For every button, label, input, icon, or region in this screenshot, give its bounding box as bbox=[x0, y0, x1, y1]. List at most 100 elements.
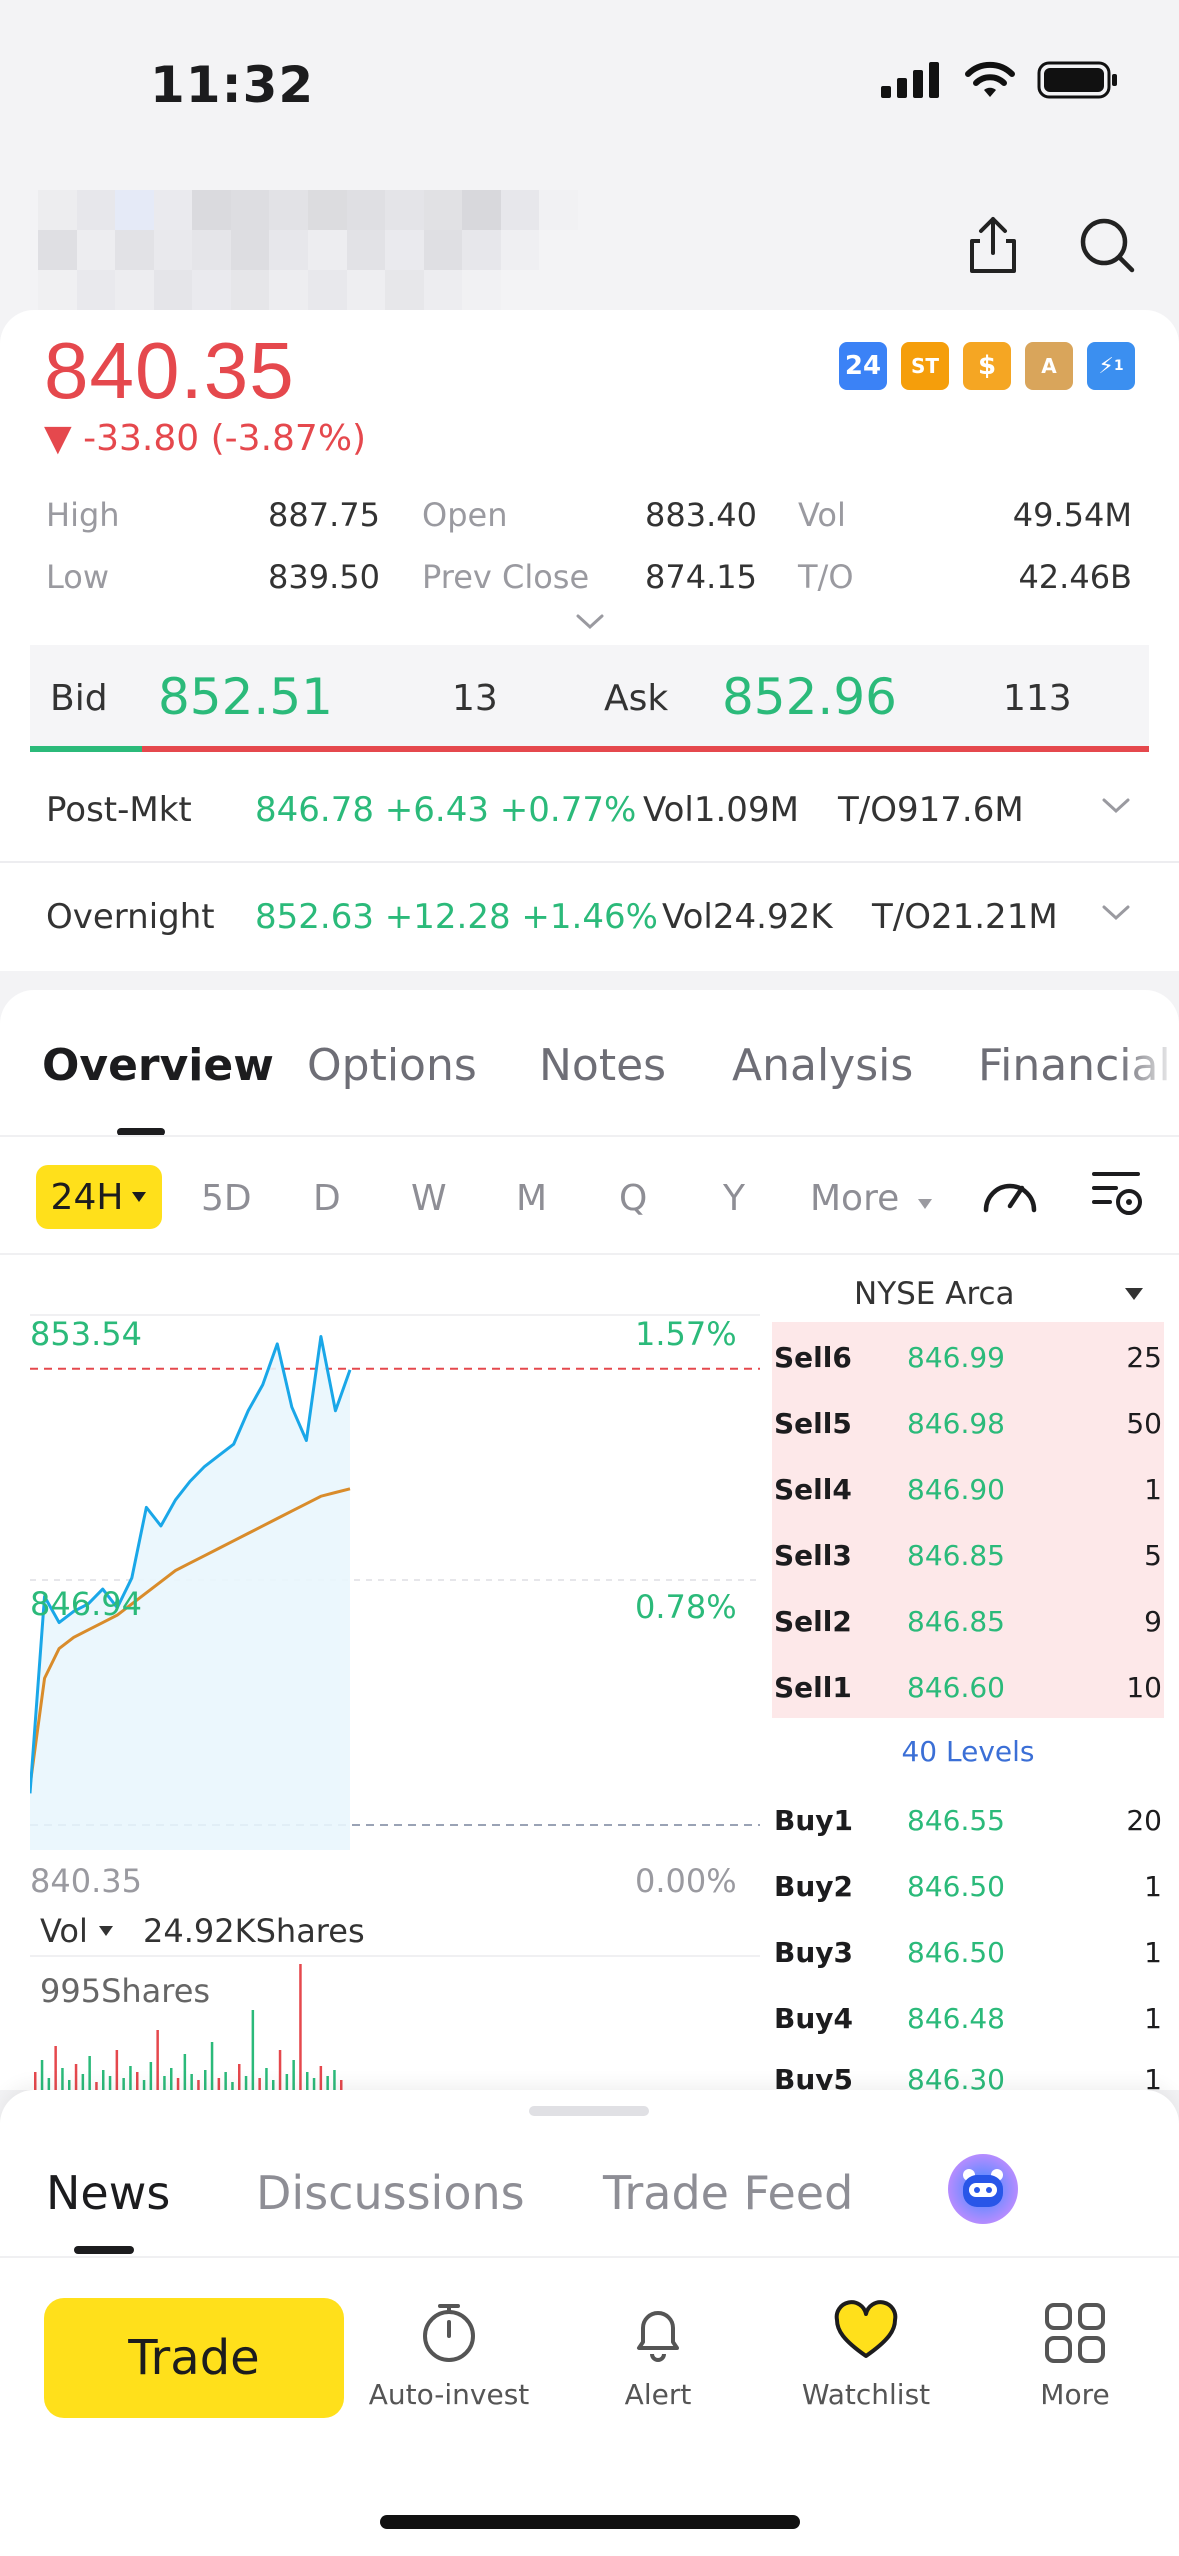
period-24h[interactable]: 24H bbox=[36, 1165, 162, 1229]
volume-divider bbox=[30, 1955, 760, 1957]
badge-stack[interactable]: A bbox=[1025, 342, 1073, 390]
last-price: 840.35 bbox=[44, 326, 295, 415]
nav-watchlist-label: Watchlist bbox=[801, 2378, 931, 2411]
volume-bar bbox=[299, 1964, 302, 2090]
caret-down-icon bbox=[98, 1926, 113, 1936]
volume-bar bbox=[176, 2078, 180, 2090]
nav-auto-invest-label: Auto-invest bbox=[368, 2378, 530, 2411]
sell-levels-bg bbox=[772, 1322, 1164, 1718]
ask-price: 852.96 bbox=[722, 668, 897, 726]
period-m[interactable]: M bbox=[516, 1178, 548, 1219]
period-y[interactable]: Y bbox=[723, 1178, 745, 1219]
tab-news[interactable]: News bbox=[46, 2166, 171, 2220]
volume-bar bbox=[129, 2066, 132, 2090]
period-more-label: More bbox=[810, 1178, 900, 1219]
forty-levels-link[interactable]: 40 Levels bbox=[901, 1735, 1035, 1768]
volume-bar bbox=[292, 2060, 295, 2090]
sheet-grabber[interactable] bbox=[529, 2106, 649, 2116]
bell-icon bbox=[637, 2311, 679, 2362]
nav-auto-invest[interactable]: Auto-invest bbox=[364, 2300, 534, 2411]
gauge-icon[interactable] bbox=[980, 1168, 1040, 1222]
post-market-row[interactable]: Post-Mkt 846.78 +6.43 +0.77% Vol1.09M T/… bbox=[0, 756, 1179, 864]
volume-bar bbox=[74, 2064, 78, 2090]
nav-alert[interactable]: Alert bbox=[573, 2300, 743, 2411]
period-selector bbox=[0, 1135, 1179, 1255]
tab-discussions[interactable]: Discussions bbox=[256, 2166, 525, 2220]
volume-bar bbox=[265, 2068, 268, 2090]
volume-bar bbox=[190, 2074, 193, 2090]
volume-bar bbox=[197, 2080, 200, 2090]
volume-bar bbox=[102, 2070, 105, 2090]
volume-bar bbox=[81, 2074, 85, 2090]
exchange-selector[interactable]: NYSE Arca bbox=[772, 1266, 1164, 1322]
grid-icon bbox=[1045, 2303, 1105, 2363]
volume-selector[interactable]: Vol bbox=[40, 1912, 114, 1950]
stat-label-turnover: T/O bbox=[798, 558, 854, 596]
volume-bar bbox=[108, 2076, 112, 2090]
volume-bar bbox=[272, 2080, 275, 2090]
period-w[interactable]: W bbox=[411, 1178, 447, 1219]
price-area-fill bbox=[30, 1336, 350, 1850]
period-5d[interactable]: 5D bbox=[201, 1178, 252, 1219]
volume-bar bbox=[34, 2072, 37, 2090]
volume-bar bbox=[319, 2066, 323, 2090]
post-market-label: Post-Mkt bbox=[46, 790, 192, 830]
overnight-row[interactable]: Overnight 852.63 +12.28 +1.46% Vol24.92K… bbox=[0, 863, 1179, 971]
trade-button[interactable]: Trade bbox=[44, 2298, 344, 2418]
bid-size: 13 bbox=[452, 678, 498, 719]
overnight-vol: Vol24.92K bbox=[662, 897, 833, 937]
volume-value: 24.92KShares bbox=[143, 1912, 365, 1950]
badge-24h[interactable]: 24 bbox=[839, 342, 887, 390]
tab-trade-feed[interactable]: Trade Feed bbox=[603, 2166, 854, 2220]
volume-bar bbox=[340, 2080, 343, 2090]
order-buy-4: Buy4 846.48 1 bbox=[774, 2001, 1162, 2035]
volume-bar bbox=[61, 2068, 64, 2090]
volume-bar bbox=[210, 2042, 214, 2090]
bid-strength-bar bbox=[30, 746, 142, 752]
overnight-label: Overnight bbox=[46, 897, 215, 937]
ask-label: Ask bbox=[604, 678, 669, 719]
badge-row: 24 ST $ A ⚡ 1 bbox=[839, 342, 1135, 390]
badge-dollar[interactable]: $ bbox=[963, 342, 1011, 390]
volume-bar bbox=[217, 2078, 221, 2090]
order-sell-4: Sell4 846.90 1 bbox=[774, 1472, 1162, 1506]
ask-strength-bar bbox=[141, 746, 1149, 752]
volume-bar bbox=[136, 2072, 139, 2090]
nav-more[interactable]: More bbox=[990, 2300, 1160, 2411]
period-more[interactable]: More bbox=[810, 1178, 933, 1219]
volume-bar bbox=[285, 2074, 289, 2090]
badge-st[interactable]: ST bbox=[901, 342, 949, 390]
post-market-vol: Vol1.09M bbox=[643, 790, 799, 830]
tab-options[interactable]: Options bbox=[307, 1040, 477, 1091]
period-q[interactable]: Q bbox=[619, 1178, 648, 1219]
share-icon[interactable] bbox=[958, 210, 1028, 280]
stat-value-prev-close: 874.15 bbox=[645, 558, 757, 596]
badge-lightning[interactable]: ⚡ 1 bbox=[1087, 342, 1135, 390]
tab-overview[interactable]: Overview bbox=[42, 1040, 274, 1091]
stat-label-open: Open bbox=[422, 496, 508, 534]
volume-bar bbox=[231, 2082, 234, 2090]
post-market-turnover: T/O917.6M bbox=[838, 790, 1024, 830]
volume-label: Vol bbox=[40, 1912, 88, 1950]
stat-label-high: High bbox=[46, 496, 120, 534]
period-d[interactable]: D bbox=[313, 1178, 341, 1219]
tab-financial[interactable]: Financial bbox=[978, 1040, 1171, 1091]
stat-value-vol: 49.54M bbox=[1012, 496, 1132, 534]
row-divider bbox=[0, 861, 1179, 863]
chart-settings-icon[interactable] bbox=[1090, 1168, 1146, 1222]
detail-tabs-bar bbox=[0, 990, 1179, 1135]
nav-more-label: More bbox=[1040, 2378, 1110, 2411]
signal-icon bbox=[881, 62, 939, 98]
volume-bar bbox=[95, 2082, 98, 2090]
tab-analysis[interactable]: Analysis bbox=[732, 1040, 914, 1091]
stat-value-low: 839.50 bbox=[268, 558, 380, 596]
assistant-bot-icon[interactable] bbox=[948, 2154, 1018, 2224]
volume-bar bbox=[156, 2030, 159, 2090]
expand-stats-icon[interactable] bbox=[574, 612, 606, 636]
intraday-price-chart[interactable] bbox=[30, 1310, 760, 1900]
nav-watchlist[interactable]: Watchlist bbox=[781, 2300, 951, 2411]
overnight-value: 852.63 +12.28 +1.46% bbox=[255, 897, 658, 937]
search-icon[interactable] bbox=[1072, 210, 1142, 280]
volume-bar bbox=[333, 2070, 336, 2090]
tab-notes[interactable]: Notes bbox=[539, 1040, 667, 1091]
